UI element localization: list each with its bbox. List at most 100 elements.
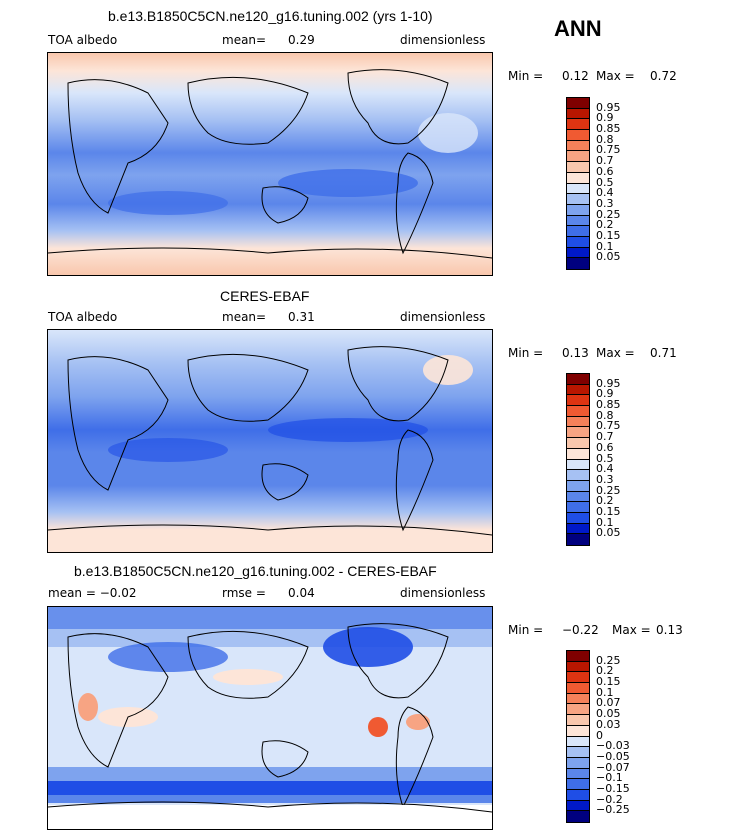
colorbar-swatch (567, 258, 589, 269)
panel-2-units: dimensionless (400, 310, 486, 324)
panel-2-colorbar (566, 373, 590, 546)
panel-1-map-field (48, 53, 492, 275)
panel-3-mean: mean = −0.02 (48, 586, 137, 600)
colorbar-tick-label: 0.2 (596, 494, 614, 508)
colorbar-tick-label: 0.25 (596, 207, 621, 221)
colorbar-swatch (567, 140, 589, 152)
colorbar-tick-label: 0.03 (596, 717, 621, 731)
colorbar-tick-label: 0.1 (596, 239, 614, 253)
colorbar-swatch (567, 768, 589, 780)
panel-2-map (47, 329, 493, 553)
colorbar-tick-label: 0.5 (596, 451, 614, 465)
colorbar-swatch (567, 651, 589, 662)
panel-1-min-value: 0.12 (562, 69, 589, 83)
colorbar-swatch (567, 491, 589, 503)
colorbar-tick-label: −0.07 (596, 760, 630, 774)
colorbar-swatch (567, 534, 589, 545)
colorbar-tick-label: 0.3 (596, 472, 614, 486)
colorbar-tick-label: 0.9 (596, 111, 614, 125)
colorbar-tick-label: 0.05 (596, 526, 621, 540)
colorbar-swatch (567, 384, 589, 396)
panel-1-variable: TOA albedo (48, 33, 118, 47)
colorbar-tick-label: 0.15 (596, 504, 621, 518)
panel-1-max-label: Max = (596, 69, 635, 83)
colorbar-tick-label: 0.85 (596, 122, 621, 136)
colorbar-tick-label: 0.05 (596, 250, 621, 264)
colorbar-swatch (567, 204, 589, 216)
colorbar-swatch (567, 236, 589, 248)
colorbar-tick-label: 0.4 (596, 186, 614, 200)
panel-1-units: dimensionless (400, 33, 486, 47)
colorbar-tick-label: 0 (596, 728, 603, 742)
colorbar-swatch (567, 108, 589, 120)
colorbar-swatch (567, 683, 589, 694)
panel-2-map-field (48, 330, 492, 552)
colorbar-tick-label: 0.7 (596, 154, 614, 168)
colorbar-swatch (567, 151, 589, 163)
colorbar-tick-label: 0.1 (596, 515, 614, 529)
colorbar-swatch (567, 779, 589, 790)
colorbar-tick-label: 0.8 (596, 132, 614, 146)
colorbar-tick-label: 0.2 (596, 664, 614, 678)
colorbar-tick-label: 0.3 (596, 196, 614, 210)
colorbar-swatch (567, 119, 589, 131)
colorbar-swatch (567, 747, 589, 758)
panel-2-min-label: Min = (508, 346, 544, 360)
panel-3-map (47, 606, 493, 830)
panel-1-min-label: Min = (508, 69, 544, 83)
colorbar-tick-label: 0.5 (596, 175, 614, 189)
panel-3-max-value: 0.13 (656, 623, 683, 637)
colorbar-swatch (567, 715, 589, 726)
colorbar-swatch (567, 459, 589, 471)
colorbar-tick-label: 0.1 (596, 685, 614, 699)
colorbar-tick-label: −0.25 (596, 803, 630, 817)
colorbar-swatch (567, 162, 589, 173)
colorbar-tick-label: 0.7 (596, 430, 614, 444)
panel-1-map (47, 52, 493, 276)
colorbar-tick-label: 0.75 (596, 419, 621, 433)
panel-1-colorbar (566, 97, 590, 270)
panel-1-title: b.e13.B1850C5CN.ne120_g16.tuning.002 (yr… (108, 8, 433, 24)
colorbar-swatch (567, 480, 589, 492)
colorbar-tick-label: 0.8 (596, 408, 614, 422)
colorbar-swatch (567, 183, 589, 195)
colorbar-swatch (567, 736, 589, 748)
colorbar-swatch (567, 757, 589, 769)
colorbar-swatch (567, 672, 589, 684)
panel-2-max-label: Max = (596, 346, 635, 360)
colorbar-swatch (567, 215, 589, 227)
panel-1-mean-value: 0.29 (288, 33, 315, 47)
panel-2-mean-value: 0.31 (288, 310, 315, 324)
colorbar-tick-label: −0.2 (596, 792, 623, 806)
colorbar-swatch (567, 226, 589, 237)
colorbar-swatch (567, 512, 589, 524)
colorbar-swatch (567, 427, 589, 439)
colorbar-swatch (567, 438, 589, 449)
colorbar-tick-label: 0.95 (596, 376, 621, 390)
colorbar-tick-label: 0.85 (596, 398, 621, 412)
colorbar-tick-label: 0.05 (596, 707, 621, 721)
panel-2-min-value: 0.13 (562, 346, 589, 360)
colorbar-swatch (567, 406, 589, 417)
panel-2-variable: TOA albedo (48, 310, 118, 324)
colorbar-tick-label: 0.15 (596, 675, 621, 689)
panel-3-title: b.e13.B1850C5CN.ne120_g16.tuning.002 - C… (74, 563, 437, 579)
panel-3-min-value: −0.22 (562, 623, 599, 637)
colorbar-swatch (567, 470, 589, 481)
panel-1-max-value: 0.72 (650, 69, 677, 83)
panel-2-title: CERES-EBAF (220, 288, 310, 304)
colorbar-swatch (567, 811, 589, 822)
colorbar-swatch (567, 374, 589, 385)
colorbar-tick-label: 0.9 (596, 387, 614, 401)
panel-3-max-label: Max = (612, 623, 651, 637)
colorbar-tick-label: 0.75 (596, 143, 621, 157)
colorbar-swatch (567, 502, 589, 513)
colorbar-swatch (567, 172, 589, 184)
panel-1-mean-label: mean= (222, 33, 267, 47)
colorbar-swatch (567, 693, 589, 705)
colorbar-tick-label: 0.25 (596, 483, 621, 497)
colorbar-tick-label: 0.2 (596, 218, 614, 232)
colorbar-tick-label: 0.25 (596, 653, 621, 667)
colorbar-tick-label: 0.15 (596, 228, 621, 242)
colorbar-swatch (567, 800, 589, 812)
